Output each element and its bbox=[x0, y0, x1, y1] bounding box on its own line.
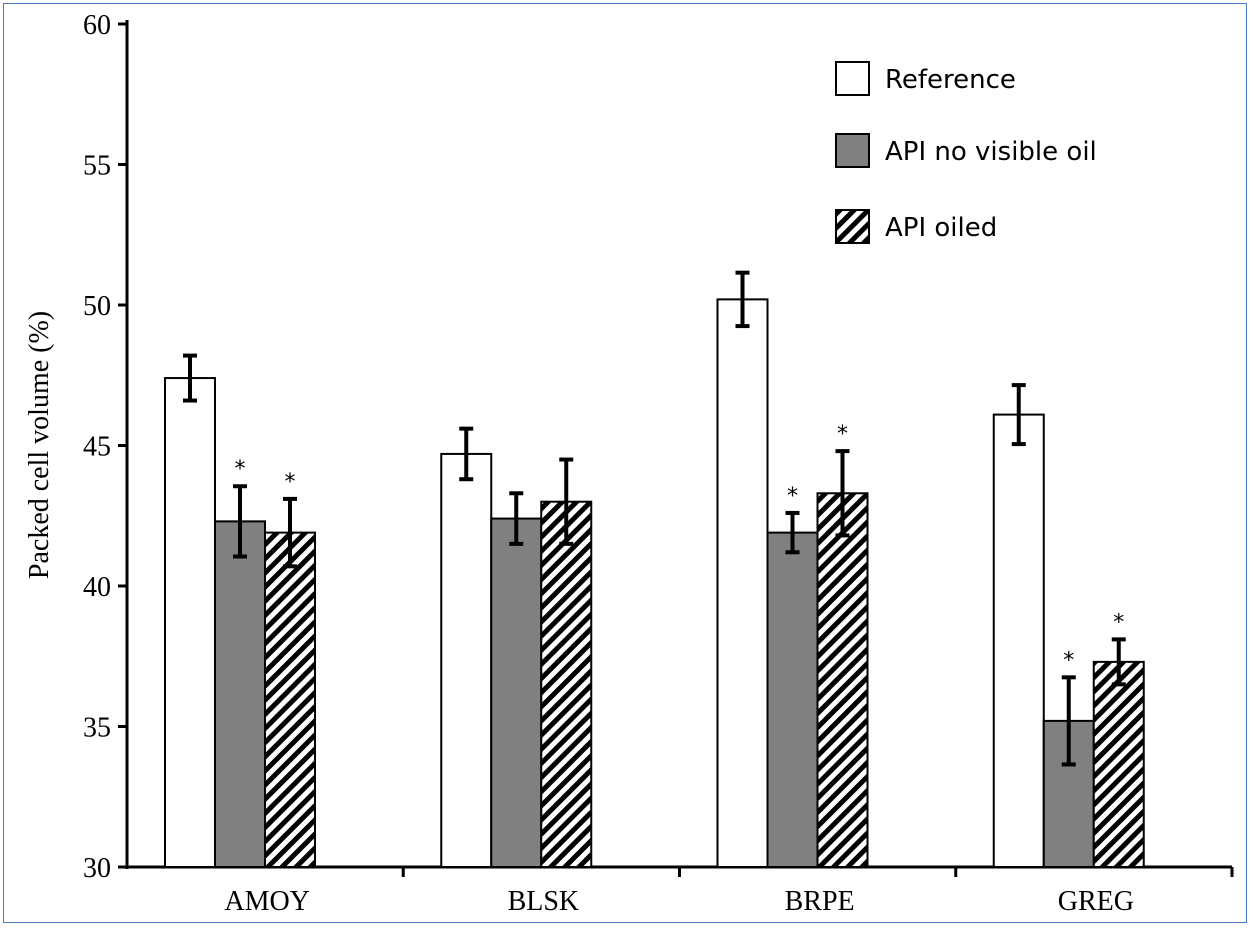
legend-label: API no visible oil bbox=[885, 137, 1097, 167]
legend-label: API oiled bbox=[885, 213, 997, 243]
y-tick-label: 30 bbox=[83, 853, 111, 884]
legend-swatch-hatched bbox=[835, 209, 870, 244]
y-tick-label: 45 bbox=[83, 432, 111, 463]
bar-hatched-blsk bbox=[540, 500, 593, 868]
legend-swatch-white bbox=[835, 61, 870, 96]
significance-star: * bbox=[235, 457, 246, 482]
bar-gray-amoy bbox=[214, 520, 266, 868]
x-tick-label: BLSK bbox=[508, 886, 580, 917]
bar-hatched-amoy bbox=[264, 531, 316, 868]
y-tick-label: 55 bbox=[83, 151, 111, 182]
y-tick-label: 35 bbox=[83, 713, 111, 744]
legend-swatch-gray bbox=[835, 133, 870, 168]
bar-white-greg bbox=[992, 413, 1045, 868]
bar-gray-blsk bbox=[490, 517, 543, 868]
significance-star: * bbox=[1113, 610, 1124, 635]
bar-white-amoy bbox=[164, 377, 216, 868]
y-axis-label: Packed cell volume (%) bbox=[24, 311, 55, 579]
bar-white-brpe bbox=[716, 298, 769, 868]
significance-star: * bbox=[1063, 648, 1074, 673]
bar-hatched-brpe bbox=[816, 492, 869, 868]
legend-label: Reference bbox=[885, 65, 1016, 95]
significance-star: * bbox=[837, 422, 848, 447]
x-tick-label: GREG bbox=[1058, 886, 1134, 917]
x-tick-label: BRPE bbox=[785, 886, 855, 917]
significance-star: * bbox=[285, 470, 296, 495]
x-tick-label: AMOY bbox=[224, 886, 310, 917]
bar-white-blsk bbox=[440, 452, 493, 868]
y-tick-label: 50 bbox=[83, 291, 111, 322]
bar-gray-brpe bbox=[766, 531, 819, 868]
bar-hatched-greg bbox=[1092, 660, 1145, 868]
y-tick-label: 60 bbox=[83, 10, 111, 41]
significance-star: * bbox=[787, 484, 798, 509]
y-tick-label: 40 bbox=[83, 572, 111, 603]
